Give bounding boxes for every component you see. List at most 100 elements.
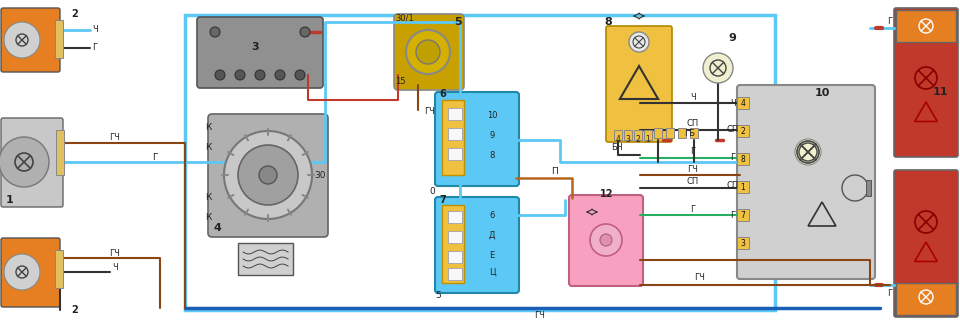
FancyBboxPatch shape [1,8,60,72]
Text: 12: 12 [600,189,613,199]
Text: К: К [204,124,211,133]
Text: 5: 5 [435,291,441,300]
Bar [55,20,63,58]
Text: Г: Г [153,152,157,162]
Text: 3: 3 [626,135,631,144]
Circle shape [275,70,285,80]
Text: ГЧ: ГЧ [109,249,120,257]
FancyBboxPatch shape [894,8,958,157]
FancyBboxPatch shape [197,17,323,88]
Text: 3: 3 [252,42,259,52]
Bar [737,181,749,193]
Text: СП: СП [727,125,739,135]
Text: 7: 7 [740,211,745,219]
Text: 0: 0 [429,188,435,197]
Bar [448,108,462,120]
Bar [448,128,462,140]
Bar [448,231,462,243]
Text: Г: Г [731,153,735,162]
Bar [678,128,686,138]
Bar [634,130,642,140]
Text: 7: 7 [440,195,446,205]
Text: Ц: Ц [489,267,495,277]
Text: 10: 10 [487,111,497,120]
Text: 6: 6 [490,211,494,219]
Text: ГЧ: ГЧ [109,133,120,141]
Bar [666,128,674,138]
Text: 2: 2 [72,305,79,315]
Text: ГЧ: ГЧ [535,311,545,320]
Text: Г: Г [887,18,893,27]
Text: Г: Г [690,148,696,157]
Circle shape [0,137,49,187]
Circle shape [235,70,245,80]
FancyBboxPatch shape [737,85,875,279]
Circle shape [4,254,40,290]
Bar [185,15,775,310]
Text: ГЧ: ГЧ [695,274,706,282]
Text: ГБ: ГБ [684,128,695,137]
Bar [737,125,749,137]
Circle shape [255,70,265,80]
Bar [614,130,622,140]
Text: 2: 2 [636,135,640,144]
Text: П: П [552,167,559,176]
Text: 6: 6 [440,89,446,99]
Text: 8: 8 [490,150,494,160]
Bar [737,97,749,109]
Bar [55,250,63,288]
Text: Д: Д [489,230,495,240]
Circle shape [295,70,305,80]
Bar [644,130,652,140]
Text: ГЧ: ГЧ [687,165,699,175]
Text: К: К [204,193,211,202]
Bar [624,130,632,140]
Circle shape [600,234,612,246]
Bar [866,180,871,196]
Bar [448,148,462,160]
Bar [442,205,464,283]
Text: Ч: Ч [112,264,118,272]
Text: Е: Е [490,251,494,259]
Circle shape [215,70,225,80]
FancyBboxPatch shape [894,170,958,317]
Text: Ч: Ч [92,25,98,34]
Bar [690,128,698,138]
Circle shape [703,53,733,83]
Text: 3: 3 [740,239,745,248]
Circle shape [210,27,220,37]
Circle shape [416,40,440,64]
Text: 10: 10 [814,88,829,98]
Text: Г: Г [887,289,893,297]
Text: 4: 4 [615,135,620,144]
Text: 1: 1 [6,195,13,205]
Circle shape [238,145,298,205]
FancyBboxPatch shape [1,118,63,207]
Bar [896,10,956,42]
Bar [442,100,464,175]
Bar [448,251,462,263]
Text: К: К [204,214,211,223]
Text: 11: 11 [932,87,948,97]
Text: 4: 4 [213,223,221,233]
Text: 5: 5 [454,17,462,27]
FancyBboxPatch shape [1,238,60,307]
Text: СП: СП [686,120,699,128]
Text: К: К [204,144,211,152]
Bar [448,211,462,223]
FancyBboxPatch shape [606,26,672,142]
Text: БЧ: БЧ [612,144,623,152]
FancyBboxPatch shape [394,14,464,90]
FancyBboxPatch shape [435,92,519,186]
Text: Г: Г [92,44,98,53]
Bar [737,237,749,249]
Text: 15: 15 [395,77,405,86]
FancyBboxPatch shape [435,197,519,293]
Text: 1: 1 [646,135,650,144]
Text: 30: 30 [314,171,325,179]
Circle shape [4,22,40,58]
Text: СП: СП [686,177,699,187]
Text: Ч: Ч [731,98,736,108]
Text: 1: 1 [740,183,745,191]
Text: 2: 2 [740,126,745,136]
